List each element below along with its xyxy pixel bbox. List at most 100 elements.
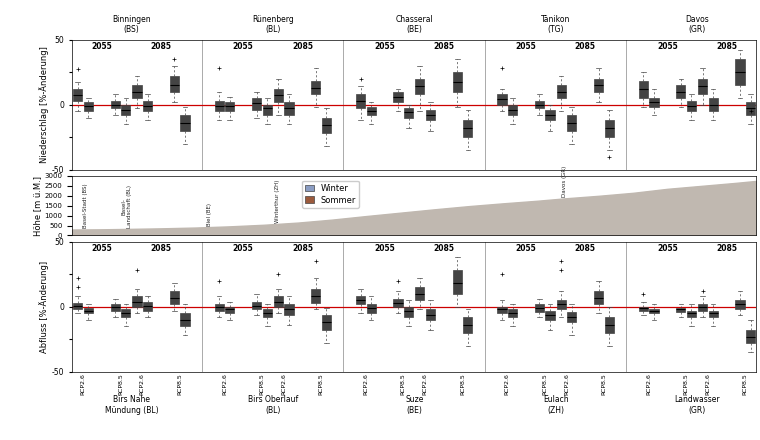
- PathPatch shape: [73, 303, 82, 309]
- PathPatch shape: [535, 304, 544, 312]
- Text: Davos (GR): Davos (GR): [562, 166, 567, 197]
- PathPatch shape: [676, 85, 686, 98]
- PathPatch shape: [321, 315, 331, 330]
- Text: 2085: 2085: [433, 42, 454, 51]
- Text: 2085: 2085: [575, 42, 596, 51]
- Text: 2055: 2055: [515, 245, 537, 253]
- PathPatch shape: [252, 98, 261, 110]
- PathPatch shape: [453, 72, 462, 92]
- Text: Davos
(GR): Davos (GR): [685, 15, 709, 34]
- Text: Tänikon
(TG): Tänikon (TG): [541, 15, 570, 34]
- PathPatch shape: [180, 115, 189, 131]
- Text: 2055: 2055: [657, 42, 678, 51]
- PathPatch shape: [453, 271, 462, 294]
- Text: 2055: 2055: [233, 42, 254, 51]
- PathPatch shape: [605, 120, 614, 137]
- PathPatch shape: [404, 307, 413, 317]
- PathPatch shape: [687, 101, 696, 111]
- PathPatch shape: [321, 117, 331, 133]
- PathPatch shape: [426, 309, 435, 320]
- PathPatch shape: [394, 299, 403, 307]
- PathPatch shape: [556, 301, 565, 309]
- PathPatch shape: [84, 308, 93, 313]
- PathPatch shape: [426, 110, 435, 120]
- PathPatch shape: [214, 101, 223, 111]
- Text: Winterthur (ZH): Winterthur (ZH): [275, 180, 280, 223]
- Text: Suze
(BE): Suze (BE): [405, 395, 423, 414]
- Y-axis label: Höhe [m ü.M.]: Höhe [m ü.M.]: [33, 176, 42, 236]
- PathPatch shape: [508, 105, 517, 115]
- PathPatch shape: [605, 317, 614, 333]
- PathPatch shape: [284, 102, 293, 115]
- Y-axis label: Niederschlag [%-Änderung]: Niederschlag [%-Änderung]: [40, 46, 49, 163]
- Text: 2055: 2055: [91, 42, 112, 51]
- Text: Biel (BE): Biel (BE): [207, 203, 211, 226]
- PathPatch shape: [508, 309, 517, 317]
- PathPatch shape: [708, 98, 717, 111]
- Text: 2085: 2085: [716, 42, 737, 51]
- Text: Basel-
Landschaft (BL): Basel- Landschaft (BL): [122, 185, 132, 228]
- PathPatch shape: [463, 120, 473, 137]
- Text: 2055: 2055: [657, 245, 678, 253]
- Text: 2055: 2055: [374, 42, 395, 51]
- PathPatch shape: [263, 309, 272, 317]
- PathPatch shape: [111, 304, 120, 311]
- PathPatch shape: [594, 291, 603, 304]
- Text: 2085: 2085: [575, 245, 596, 253]
- Text: 2055: 2055: [91, 245, 112, 253]
- PathPatch shape: [708, 311, 717, 317]
- Text: 2055: 2055: [515, 42, 537, 51]
- PathPatch shape: [121, 309, 131, 317]
- PathPatch shape: [698, 79, 708, 94]
- PathPatch shape: [225, 307, 234, 313]
- Text: 2085: 2085: [716, 245, 737, 253]
- PathPatch shape: [567, 115, 576, 131]
- Text: Basel-Stadt (BS): Basel-Stadt (BS): [84, 183, 88, 228]
- PathPatch shape: [143, 302, 152, 311]
- Text: Eulach
(ZH): Eulach (ZH): [543, 395, 568, 414]
- Y-axis label: Abfluss [%-Änderung]: Abfluss [%-Änderung]: [40, 261, 49, 353]
- Text: 2085: 2085: [433, 245, 454, 253]
- Text: Rünenberg
(BL): Rünenberg (BL): [252, 15, 293, 34]
- Text: 2055: 2055: [233, 245, 254, 253]
- PathPatch shape: [687, 311, 696, 317]
- PathPatch shape: [497, 94, 507, 105]
- PathPatch shape: [274, 297, 283, 307]
- PathPatch shape: [698, 304, 708, 311]
- PathPatch shape: [649, 309, 658, 313]
- PathPatch shape: [356, 94, 366, 109]
- PathPatch shape: [404, 109, 413, 117]
- PathPatch shape: [73, 89, 82, 101]
- PathPatch shape: [546, 311, 555, 320]
- PathPatch shape: [415, 79, 424, 94]
- PathPatch shape: [746, 330, 755, 343]
- PathPatch shape: [567, 312, 576, 323]
- PathPatch shape: [121, 105, 131, 115]
- PathPatch shape: [736, 301, 745, 309]
- Text: Birs Nahe
Mündung (BL): Birs Nahe Mündung (BL): [105, 395, 158, 414]
- PathPatch shape: [111, 101, 120, 109]
- Text: 2085: 2085: [292, 42, 313, 51]
- PathPatch shape: [535, 101, 544, 109]
- PathPatch shape: [594, 79, 603, 92]
- PathPatch shape: [274, 89, 283, 102]
- PathPatch shape: [132, 85, 141, 98]
- PathPatch shape: [366, 107, 375, 115]
- PathPatch shape: [676, 308, 686, 312]
- PathPatch shape: [736, 59, 745, 85]
- PathPatch shape: [556, 85, 565, 98]
- Legend: Winter, Sommer: Winter, Sommer: [302, 181, 359, 208]
- Text: Binningen
(BS): Binningen (BS): [112, 15, 150, 34]
- PathPatch shape: [639, 307, 648, 311]
- PathPatch shape: [649, 98, 658, 107]
- Text: 2085: 2085: [292, 245, 313, 253]
- PathPatch shape: [252, 302, 261, 309]
- PathPatch shape: [284, 304, 293, 315]
- PathPatch shape: [746, 102, 755, 115]
- Text: 2055: 2055: [374, 245, 395, 253]
- Text: 2085: 2085: [150, 42, 172, 51]
- PathPatch shape: [639, 81, 648, 98]
- PathPatch shape: [394, 92, 403, 102]
- PathPatch shape: [312, 81, 321, 94]
- PathPatch shape: [132, 297, 141, 307]
